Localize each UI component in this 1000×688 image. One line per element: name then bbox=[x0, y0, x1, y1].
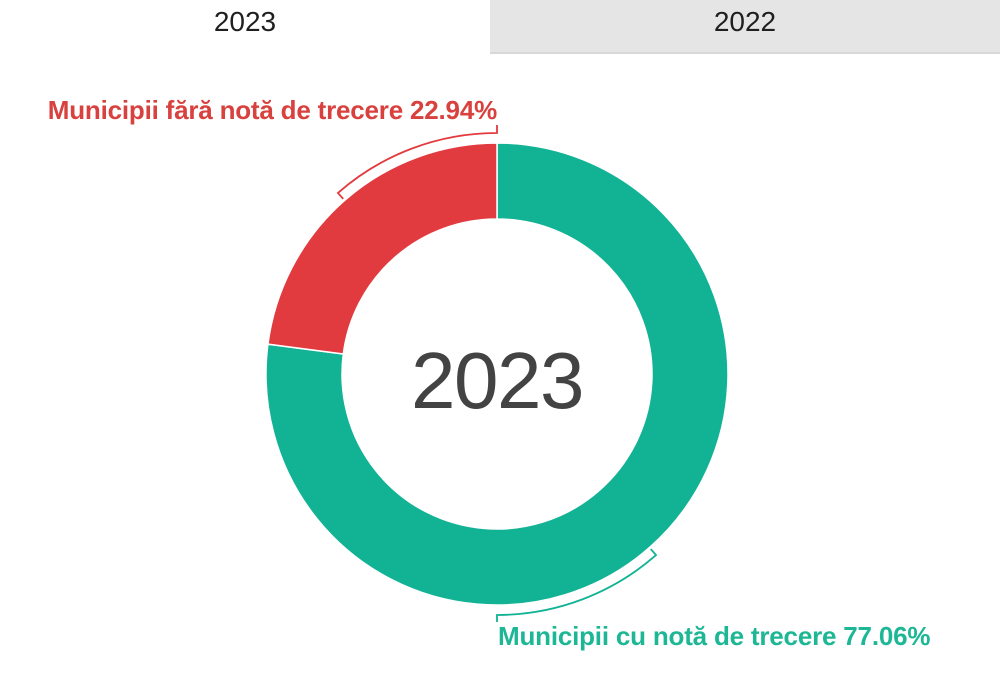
slice-label-text: Municipii fără notă de trecere bbox=[47, 95, 403, 125]
tab-2023[interactable]: 2023 bbox=[0, 0, 490, 54]
slice-leader-line-0 bbox=[496, 548, 658, 622]
donut-slice-0[interactable] bbox=[265, 142, 729, 606]
donut-center-year: 2023 bbox=[411, 336, 584, 425]
slice-leader-line-1 bbox=[336, 125, 498, 200]
tab-2022[interactable]: 2022 bbox=[490, 0, 1000, 54]
tab-label: 2023 bbox=[213, 6, 277, 37]
year-tabbar: 2023 2022 bbox=[0, 0, 1000, 54]
tab-label: 2022 bbox=[713, 6, 777, 37]
slice-label-cu-nota: Municipii cu notă de trecere 77.06% bbox=[498, 621, 930, 651]
slice-label-value: 77.06% bbox=[843, 621, 931, 651]
slice-label-text: Municipii cu notă de trecere bbox=[498, 621, 837, 651]
slice-label-fara-nota: Municipii fără notă de trecere 22.94% bbox=[48, 95, 497, 125]
slice-label-value: 22.94% bbox=[410, 95, 497, 125]
donut-slice-1[interactable] bbox=[267, 142, 498, 355]
